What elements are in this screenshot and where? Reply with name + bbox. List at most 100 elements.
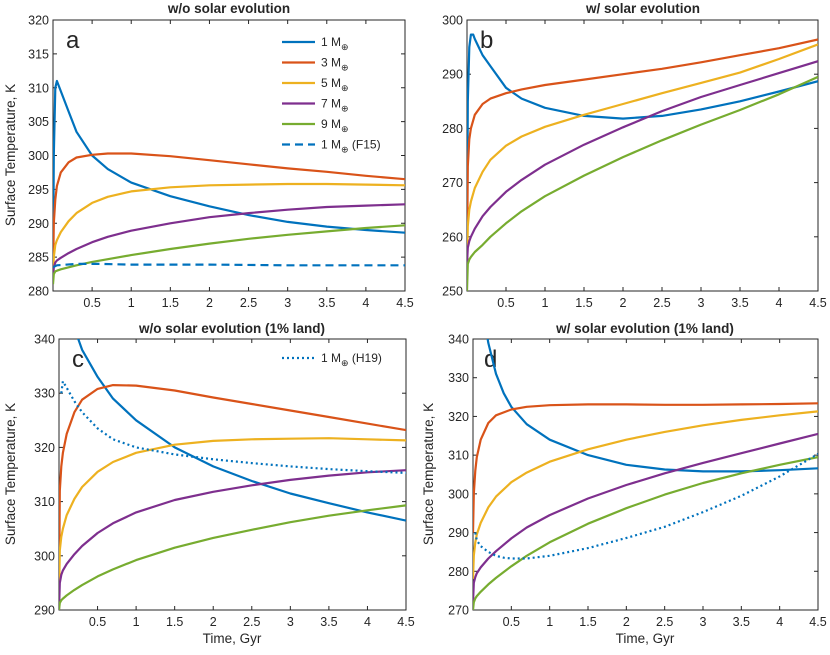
panel-title: w/ solar evolution (1% land) bbox=[555, 321, 734, 336]
axis-ticks: 280 285 290 295 300 305 310 315 320 0.5 1 1.5 2 2.5 3 3… bbox=[28, 14, 414, 311]
series-line-5-solid bbox=[59, 437, 406, 600]
x-tick-label: 2 bbox=[623, 615, 630, 629]
panel-title: w/o solar evolution bbox=[167, 1, 290, 16]
series-line-9-solid bbox=[467, 75, 818, 291]
series-line-3-solid bbox=[53, 152, 405, 278]
y-tick-label: 290 bbox=[28, 217, 49, 231]
y-tick-label: 270 bbox=[442, 176, 463, 190]
x-tick-label: 2.5 bbox=[656, 615, 673, 629]
y-tick-label: 300 bbox=[448, 487, 469, 501]
y-tick-label: 300 bbox=[442, 14, 463, 28]
panel-a: w/o solar evolution Surface Temperature,… bbox=[3, 1, 414, 310]
y-tick-label: 270 bbox=[448, 604, 469, 618]
legend-label: 7 M⊕ bbox=[321, 97, 349, 114]
series-line-3-solid bbox=[473, 402, 818, 533]
x-tick-label: 4.5 bbox=[397, 615, 414, 629]
series-line-1-dotted bbox=[60, 380, 406, 474]
series-line-7-solid bbox=[53, 203, 405, 278]
plot-frame bbox=[52, 19, 406, 292]
legend-label: 9 M⊕ bbox=[321, 117, 349, 134]
series-line-7-solid bbox=[473, 432, 818, 603]
x-tick-label: 4.5 bbox=[809, 615, 826, 629]
axis-ticks: 250 260 270 280 290 300 0.5 1 1.5 2 2.5 3 3.5 4 4.5 bbox=[442, 14, 827, 311]
y-tick-label: 320 bbox=[448, 410, 469, 424]
y-tick-label: 320 bbox=[28, 14, 49, 28]
series-line-5-solid bbox=[473, 410, 818, 580]
x-tick-label: 4 bbox=[364, 615, 371, 629]
y-tick-label: 320 bbox=[34, 441, 55, 455]
legend-item: 1 M⊕ bbox=[282, 35, 349, 52]
y-tick-label: 260 bbox=[442, 230, 463, 244]
x-tick-label: 0.5 bbox=[503, 615, 520, 629]
panel-letter: c bbox=[72, 346, 84, 373]
legend-label: 5 M⊕ bbox=[321, 76, 349, 93]
series-lines bbox=[53, 79, 405, 285]
legend-item: 7 M⊕ bbox=[282, 97, 349, 114]
y-tick-label: 250 bbox=[442, 285, 463, 299]
y-tick-label: 280 bbox=[448, 565, 469, 579]
plot-frame bbox=[472, 338, 819, 611]
y-tick-label: 285 bbox=[28, 251, 49, 265]
x-tick-label: 3.5 bbox=[731, 296, 748, 310]
series-line-3-solid bbox=[467, 38, 818, 264]
y-tick-label: 280 bbox=[28, 285, 49, 299]
legend: 1 M⊕ (H19) bbox=[282, 351, 382, 368]
panel-c: w/o solar evolution (1% land) Surface Te… bbox=[3, 321, 415, 646]
y-axis-label: Surface Temperature, K bbox=[3, 403, 18, 545]
x-tick-label: 1 bbox=[546, 615, 553, 629]
x-tick-label: 3 bbox=[287, 615, 294, 629]
series-lines bbox=[59, 339, 406, 610]
panel-letter: a bbox=[66, 27, 80, 54]
y-tick-label: 290 bbox=[34, 604, 55, 618]
legend-label: 1 M⊕ (F15) bbox=[321, 138, 381, 155]
x-tick-label: 2 bbox=[620, 296, 627, 310]
x-tick-label: 3 bbox=[700, 615, 707, 629]
axis-ticks: 290 300 310 320 330 340 0.5 1 1.5 2 2.5 3 3.5 4 4.5 bbox=[34, 333, 415, 630]
x-tick-label: 3 bbox=[284, 296, 291, 310]
y-tick-label: 340 bbox=[34, 333, 55, 347]
series-line-1-dashed bbox=[53, 262, 405, 269]
x-tick-label: 2 bbox=[210, 615, 217, 629]
x-tick-label: 3.5 bbox=[320, 615, 337, 629]
panel-title: w/ solar evolution bbox=[585, 1, 700, 16]
x-tick-label: 1 bbox=[542, 296, 549, 310]
y-tick-label: 310 bbox=[448, 449, 469, 463]
legend-label: 1 M⊕ (H19) bbox=[321, 351, 382, 368]
x-tick-label: 0.5 bbox=[497, 296, 514, 310]
x-tick-label: 2.5 bbox=[243, 615, 260, 629]
series-lines bbox=[473, 339, 818, 610]
x-tick-label: 1.5 bbox=[162, 296, 179, 310]
series-line-3-solid bbox=[59, 384, 406, 600]
x-tick-label: 1 bbox=[133, 615, 140, 629]
x-tick-label: 1.5 bbox=[575, 296, 592, 310]
x-axis-label: Time, Gyr bbox=[203, 631, 262, 646]
y-tick-label: 300 bbox=[28, 149, 49, 163]
y-tick-label: 305 bbox=[28, 115, 49, 129]
legend-item: 1 M⊕ (F15) bbox=[282, 138, 381, 155]
plot-frame bbox=[58, 338, 407, 611]
x-tick-label: 0.5 bbox=[89, 615, 106, 629]
y-tick-label: 295 bbox=[28, 183, 49, 197]
x-tick-label: 3 bbox=[698, 296, 705, 310]
x-axis-label: Time, Gyr bbox=[616, 631, 675, 646]
series-line-7-solid bbox=[467, 60, 818, 264]
x-tick-label: 0.5 bbox=[83, 296, 100, 310]
y-tick-label: 340 bbox=[448, 333, 469, 347]
series-line-1-dotted bbox=[474, 453, 818, 560]
y-tick-label: 290 bbox=[448, 526, 469, 540]
x-tick-label: 4 bbox=[362, 296, 369, 310]
series-line-9-solid bbox=[59, 504, 406, 610]
x-tick-label: 2.5 bbox=[653, 296, 670, 310]
x-tick-label: 1.5 bbox=[579, 615, 596, 629]
x-tick-label: 4.5 bbox=[396, 296, 413, 310]
series-lines bbox=[467, 33, 818, 291]
legend-label: 3 M⊕ bbox=[321, 56, 349, 73]
y-tick-label: 290 bbox=[442, 68, 463, 82]
y-tick-label: 330 bbox=[448, 371, 469, 385]
legend: 1 M⊕ 3 M⊕ 5 M⊕ 7 M⊕ 9 M⊕ 1 M⊕ (F15) bbox=[282, 35, 381, 155]
legend-item: 9 M⊕ bbox=[282, 117, 349, 134]
plot-frame bbox=[466, 19, 819, 292]
legend-item: 1 M⊕ (H19) bbox=[282, 351, 382, 368]
y-tick-label: 300 bbox=[34, 549, 55, 563]
series-line-1-solid bbox=[467, 33, 818, 264]
